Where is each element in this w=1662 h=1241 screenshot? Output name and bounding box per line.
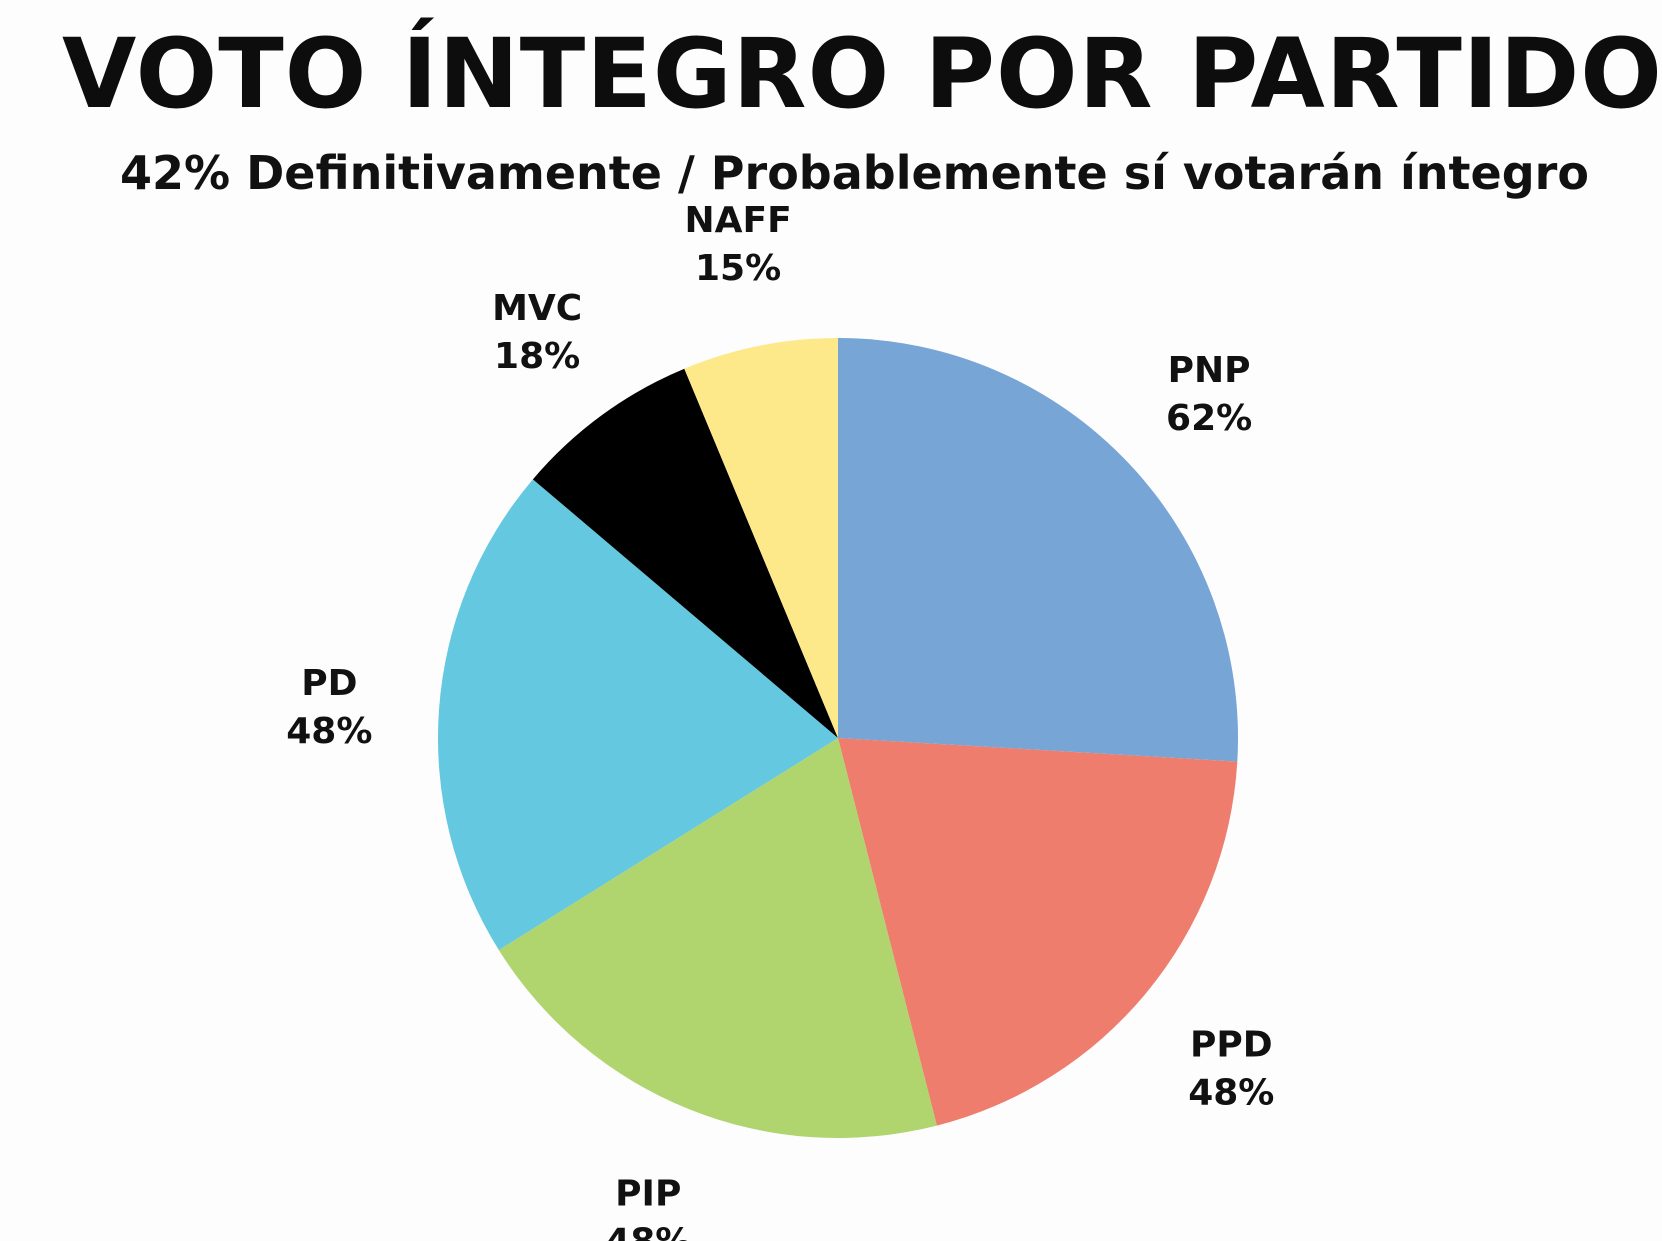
chart-title: VOTO ÍNTEGRO POR PARTIDO [62,18,1662,130]
slice-value-pd: 48% [286,711,372,752]
pie-slice-pip [498,738,937,1138]
pie-slice-naff [684,338,838,738]
slice-label-pnp: PNP [1168,350,1251,391]
pie-slice-mvc [532,368,838,738]
pie-slice-pd [438,479,838,951]
slice-value-naff: 15% [695,248,781,289]
slice-value-mvc: 18% [494,336,580,377]
pie-slice-pnp [838,338,1238,762]
pie-slice-ppd [838,738,1238,1126]
slice-value-ppd: 48% [1188,1073,1274,1114]
slice-label-mvc: MVC [492,288,582,329]
chart-subtitle: 42% Definitivamente / Probablemente sí v… [120,146,1589,200]
slice-label-naff: NAFF [684,200,791,241]
slice-value-pnp: 62% [1166,398,1252,439]
slice-label-pd: PD [301,663,357,704]
pie-slices [438,338,1238,1138]
slice-label-ppd: PPD [1190,1025,1273,1066]
pie-labels: PNP 62% PPD 48% PIP 48% PD 48% MVC 18% NAFF 15% [286,200,1274,1241]
slice-label-pip: PIP [615,1173,681,1214]
slice-value-pip: 48% [605,1221,691,1241]
